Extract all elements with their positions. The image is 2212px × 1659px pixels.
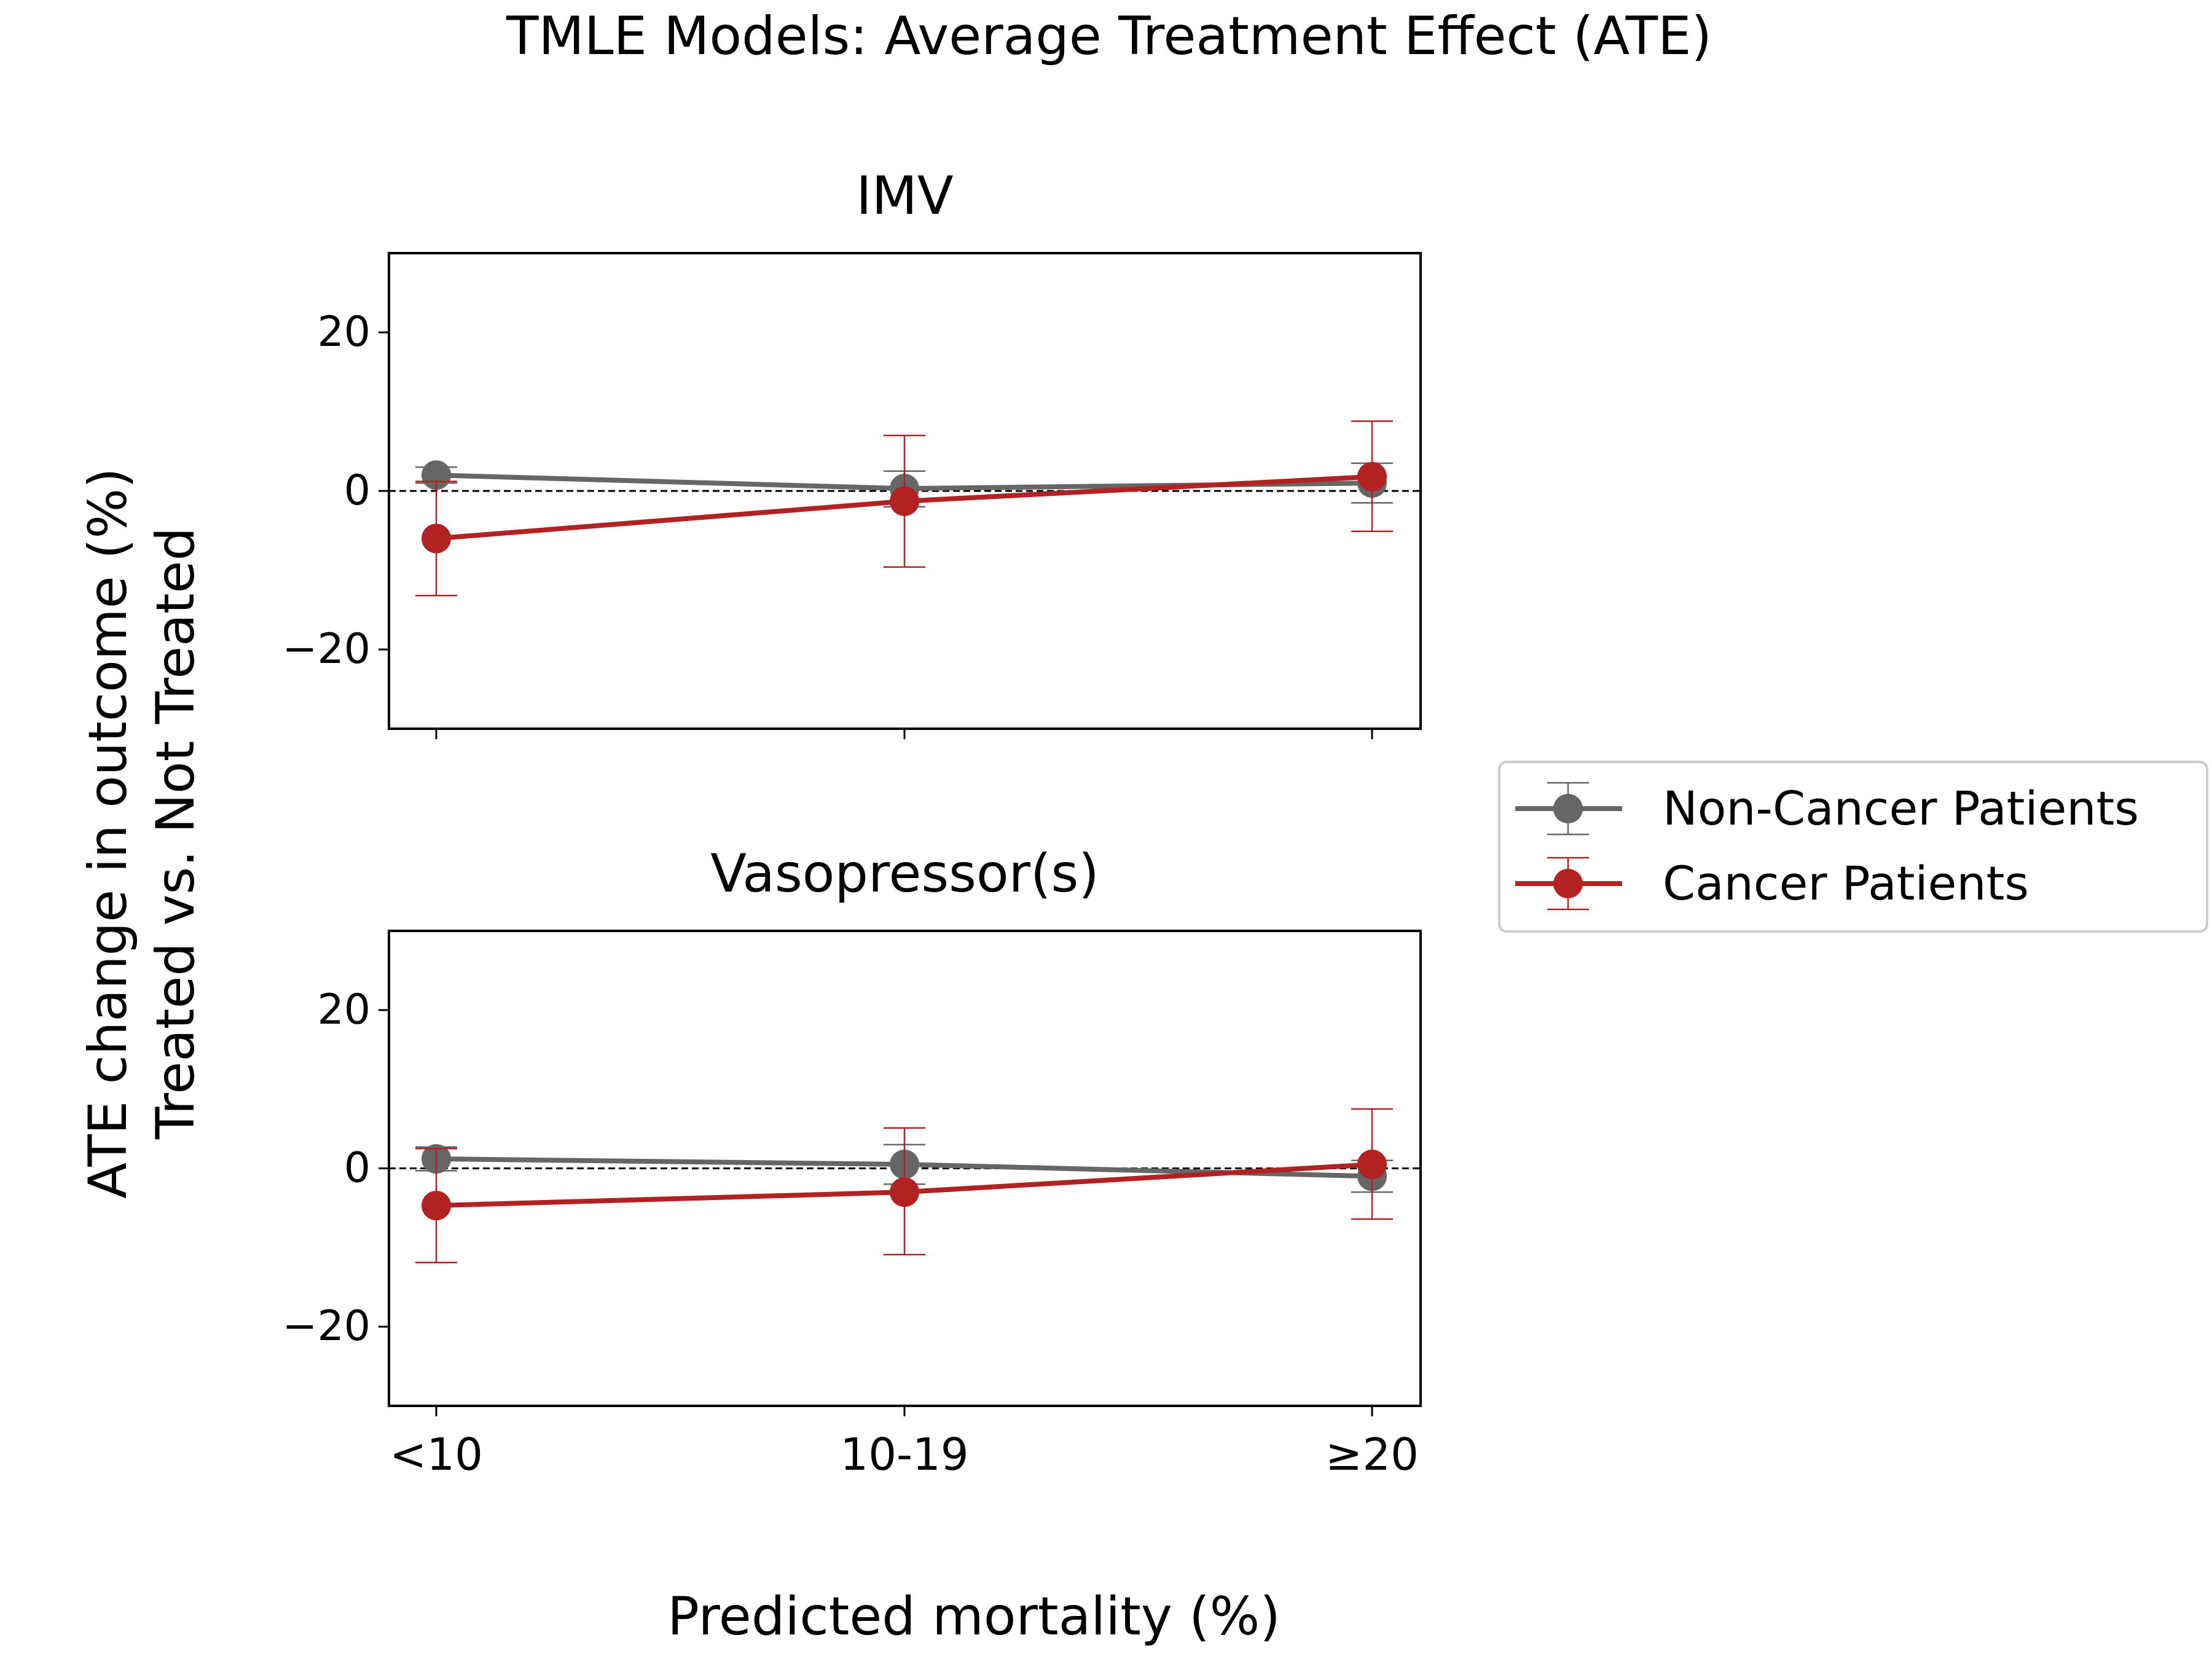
- x-axis-label: Predicted mortality (%): [667, 1586, 1281, 1647]
- x-tick-label: <10: [390, 1429, 483, 1480]
- legend-marker: [1553, 869, 1583, 898]
- legend-frame: [1498, 761, 2208, 933]
- data-point: [890, 1177, 919, 1207]
- series-cancer: [415, 1108, 1393, 1264]
- y-tick-label: 20: [317, 308, 371, 356]
- data-point: [890, 486, 919, 516]
- y-tick-label: 20: [317, 986, 371, 1034]
- legend-marker: [1553, 794, 1583, 823]
- panels: IMV −20 0 20 Vasopressor(s) −20 0 20 <10 10-19 ≥20: [282, 165, 1422, 1480]
- panel-title: IMV: [856, 165, 954, 227]
- data-point: [422, 460, 451, 490]
- legend: Non-Cancer Patients Cancer Patients: [1498, 761, 2208, 933]
- y-axis-label-line-2: Treated vs. Not Treated: [145, 527, 206, 1140]
- axes-frame: [388, 252, 1422, 730]
- legend-entry-non-cancer: Non-Cancer Patients: [1515, 781, 2139, 836]
- data-point: [422, 1191, 451, 1221]
- legend-label: Non-Cancer Patients: [1663, 781, 2139, 836]
- data-point: [1357, 461, 1387, 492]
- y-tick-label: 0: [344, 1144, 371, 1193]
- panel-title: Vasopressor(s): [710, 843, 1099, 904]
- y-tick-label: 0: [344, 466, 371, 515]
- y-tick-label: −20: [282, 1302, 371, 1351]
- series-cancer: [415, 420, 1393, 597]
- y-axis-label-line-1: ATE change in outcome (%): [77, 468, 139, 1199]
- panel-1: IMV −20 0 20: [282, 165, 1422, 739]
- x-tick-label: ≥20: [1325, 1429, 1419, 1480]
- data-point: [1357, 1150, 1387, 1180]
- data-point: [422, 524, 451, 554]
- y-tick-label: −20: [282, 625, 371, 673]
- axes-frame: [388, 930, 1422, 1407]
- legend-entry-cancer: Cancer Patients: [1515, 856, 2029, 911]
- panel-2: Vasopressor(s) −20 0 20 <10 10-19 ≥20: [282, 843, 1422, 1480]
- legend-label: Cancer Patients: [1663, 856, 2029, 911]
- chart-title: TMLE Models: Average Treatment Effect (A…: [506, 6, 1712, 67]
- x-tick-label: 10-19: [840, 1429, 968, 1480]
